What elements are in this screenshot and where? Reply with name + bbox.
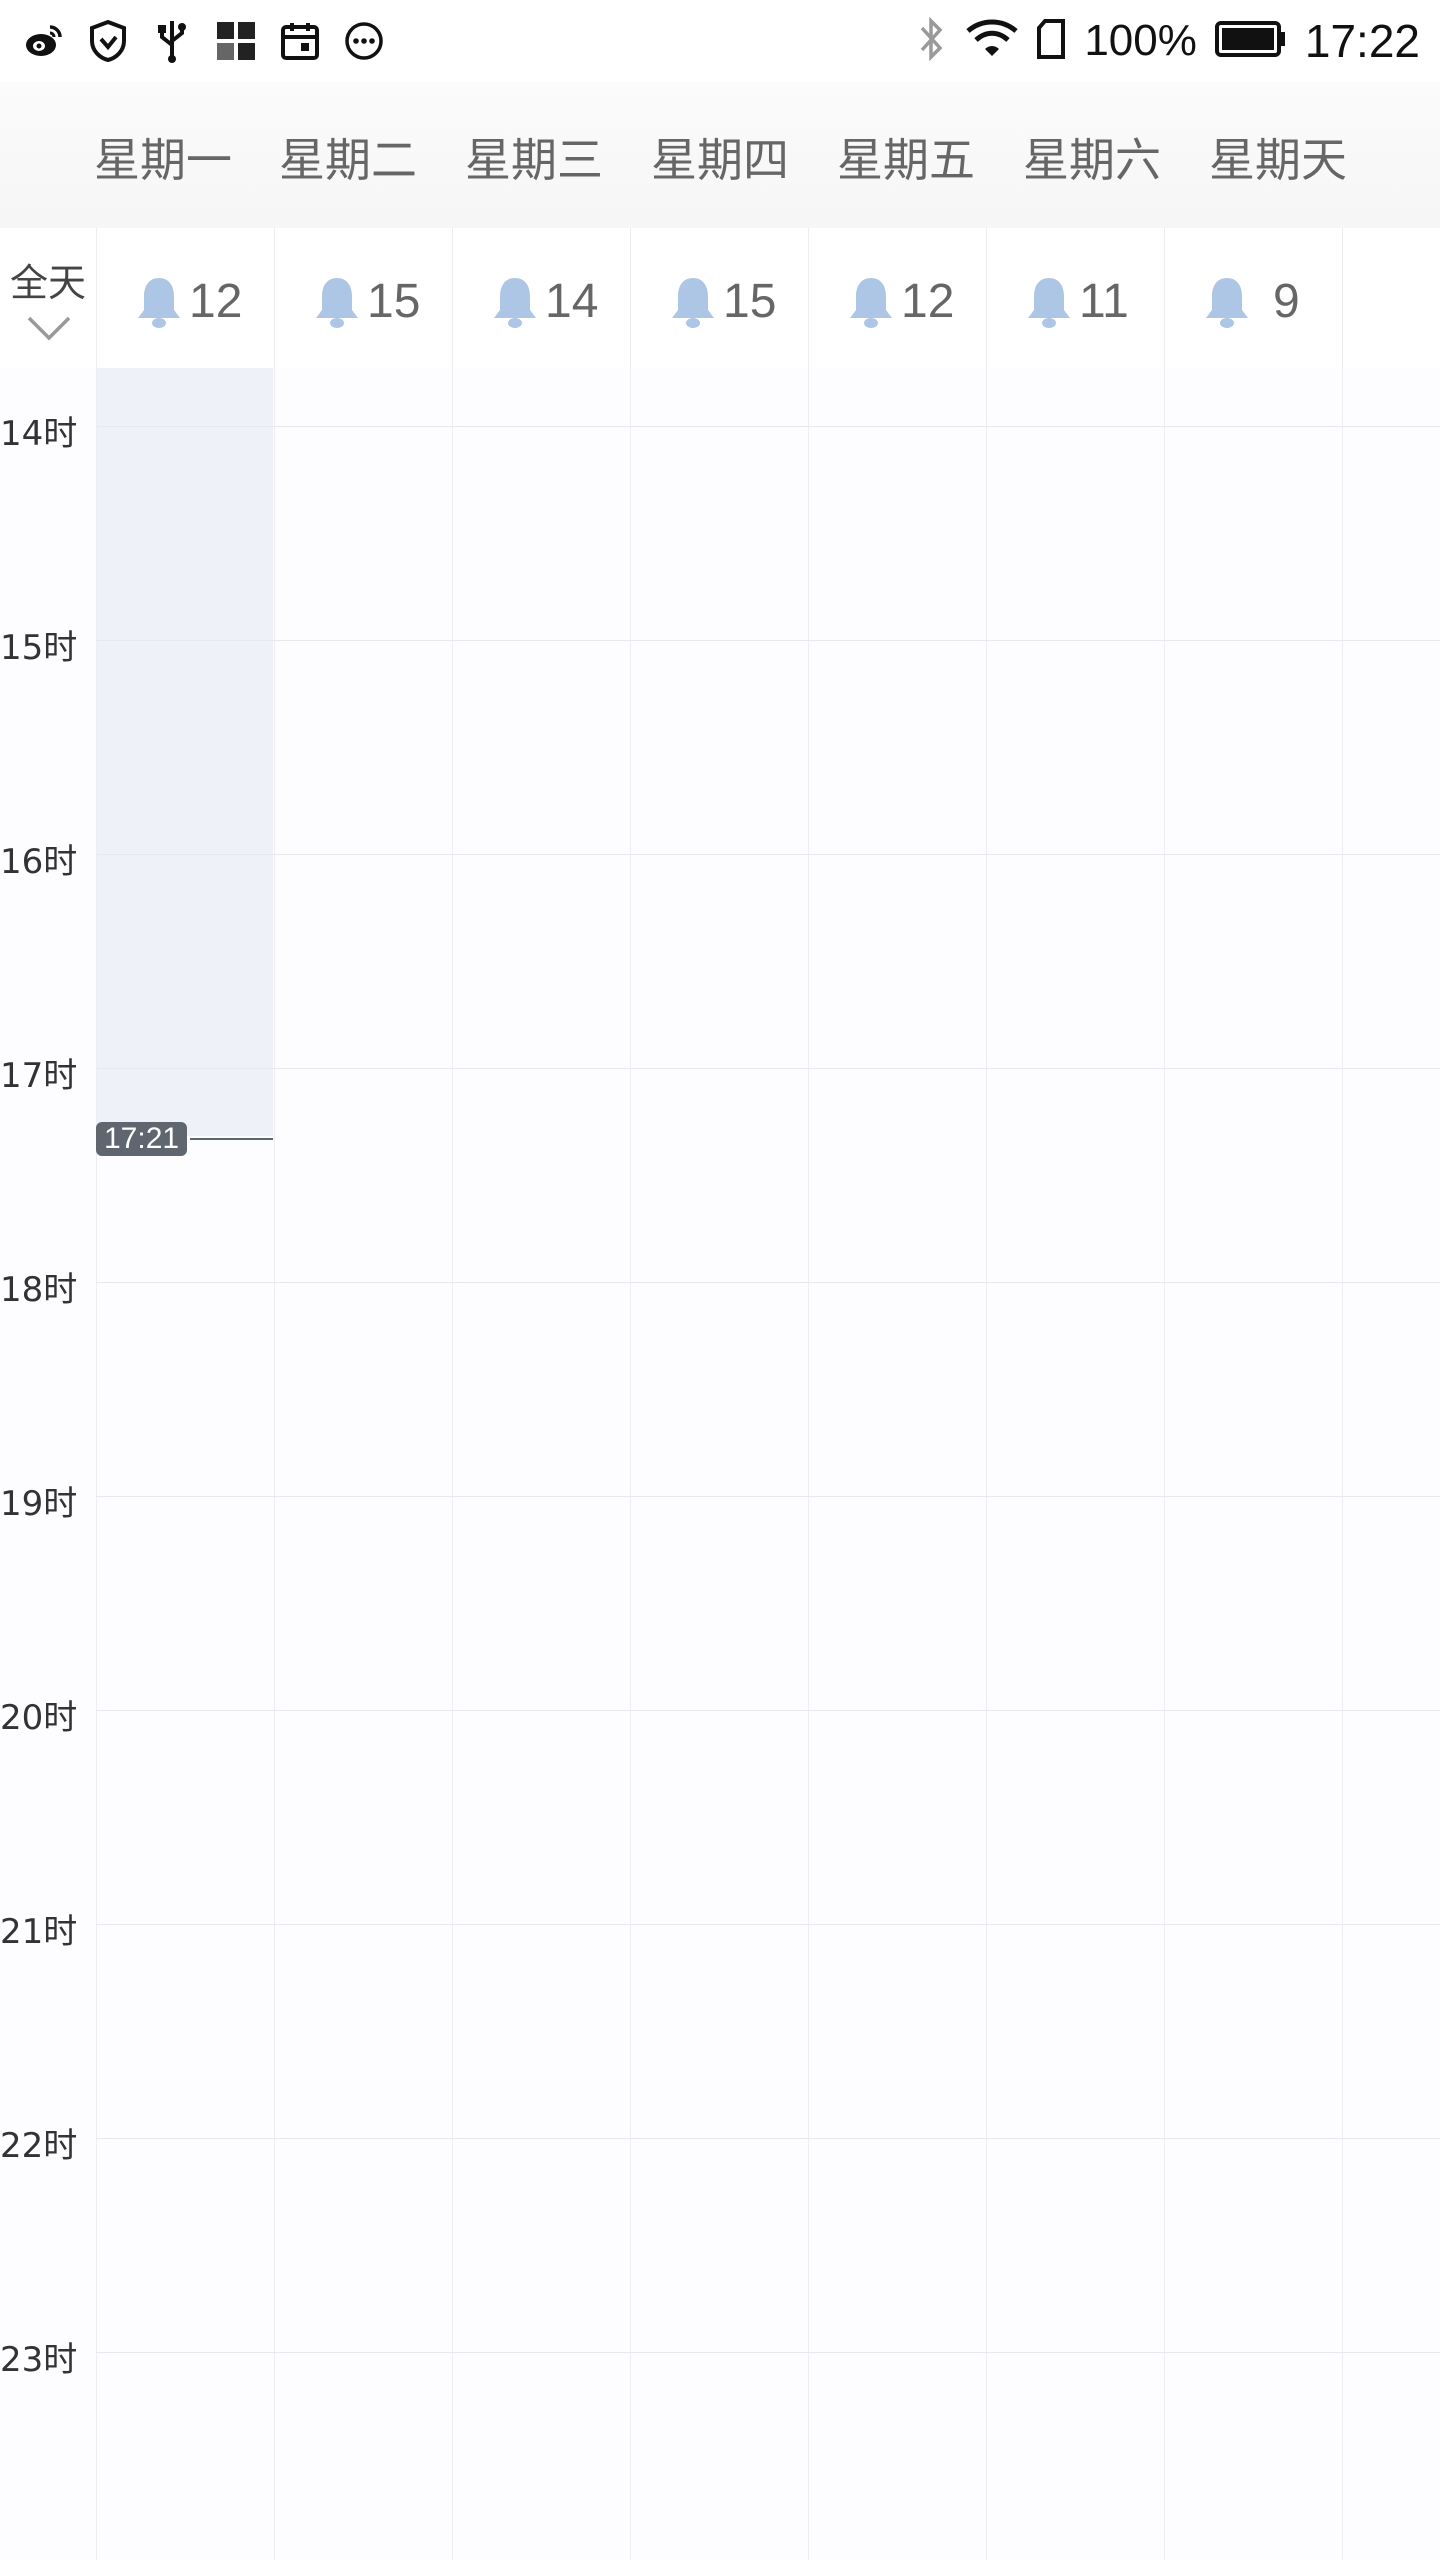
- weibo-icon: [22, 19, 66, 63]
- status-right-icons: 100% 17:22: [914, 10, 1420, 72]
- bell-icon: [847, 274, 895, 330]
- hour-line: [96, 426, 1440, 427]
- bell-icon: [1025, 274, 1073, 330]
- reminder-count: 9: [1273, 275, 1300, 328]
- weekday-label[interactable]: 星期二: [279, 133, 417, 187]
- day-reminder-count[interactable]: 15: [274, 228, 453, 368]
- weekday-label[interactable]: 星期五: [837, 133, 975, 187]
- current-time-line: [190, 1138, 273, 1140]
- hour-line: [96, 1924, 1440, 1925]
- hour-label: 23时: [0, 2340, 78, 2380]
- hour-line: [96, 640, 1440, 641]
- reminder-count: 12: [901, 275, 955, 328]
- column-divider: [452, 368, 453, 2560]
- reminder-count: 15: [367, 275, 421, 328]
- bell-icon: [669, 274, 717, 330]
- hour-line: [96, 854, 1440, 855]
- weekday-label[interactable]: 星期六: [1023, 133, 1161, 187]
- bell-icon: [313, 274, 361, 330]
- hour-line: [96, 2138, 1440, 2139]
- today-column-highlight: [96, 368, 273, 1136]
- hour-label: 16时: [0, 842, 78, 882]
- day-reminder-count[interactable]: 11: [986, 228, 1165, 368]
- day-reminder-count[interactable]: 12: [808, 228, 987, 368]
- column-divider: [808, 368, 809, 2560]
- all-day-label[interactable]: 全天: [9, 261, 86, 305]
- column-divider: [96, 368, 97, 2560]
- more-icon: [342, 19, 386, 63]
- bell-icon: [491, 274, 539, 330]
- usb-icon: [150, 19, 194, 63]
- hour-line: [96, 2352, 1440, 2353]
- hour-label: 22时: [0, 2126, 78, 2166]
- column-divider: [1342, 368, 1343, 2560]
- reminder-count: 11: [1079, 275, 1129, 328]
- wifi-icon: [966, 19, 1018, 63]
- bell-icon: [1203, 274, 1251, 330]
- hour-line: [96, 1068, 1440, 1069]
- current-time-badge: 17:21: [96, 1122, 188, 1156]
- status-bar: 100% 17:22: [0, 0, 1440, 82]
- battery-percent: 100%: [1084, 16, 1197, 65]
- weekday-label[interactable]: 星期天: [1209, 133, 1347, 187]
- hour-label: 18时: [0, 1270, 78, 1310]
- hour-label: 15时: [0, 628, 78, 668]
- chevron-down-icon[interactable]: [26, 314, 72, 344]
- weekday-label[interactable]: 星期一: [94, 133, 232, 187]
- weekday-label[interactable]: 星期四: [651, 133, 789, 187]
- apps-icon: [214, 19, 258, 63]
- hour-line: [96, 1282, 1440, 1283]
- day-column-edge: [1342, 228, 1440, 368]
- day-reminder-count[interactable]: 9: [1164, 228, 1343, 368]
- calendar-icon: [278, 19, 322, 63]
- status-left-icons: [22, 14, 386, 68]
- column-divider: [630, 368, 631, 2560]
- day-reminder-count[interactable]: 14: [452, 228, 631, 368]
- hour-line: [96, 1710, 1440, 1711]
- reminder-count: 14: [545, 275, 599, 328]
- reminder-count: 12: [189, 275, 243, 328]
- hour-label: 14时: [0, 414, 78, 454]
- shield-icon: [86, 19, 130, 63]
- weekday-header: 星期一 星期二 星期三 星期四 星期五 星期六 星期天: [0, 82, 1440, 228]
- battery-icon: [1214, 20, 1287, 62]
- column-divider: [986, 368, 987, 2560]
- column-divider: [1164, 368, 1165, 2560]
- hour-line: [96, 1496, 1440, 1497]
- day-reminder-count[interactable]: 15: [630, 228, 809, 368]
- day-reminder-count[interactable]: 12: [96, 228, 275, 368]
- bluetooth-icon: [914, 16, 948, 66]
- hour-label: 17时: [0, 1056, 78, 1096]
- sim-icon: [1036, 19, 1066, 63]
- column-divider: [274, 368, 275, 2560]
- hour-label: 19时: [0, 1484, 78, 1524]
- weekday-label[interactable]: 星期三: [465, 133, 603, 187]
- week-time-grid[interactable]: 14时 15时 16时 17时 18时 19时 20时 21时 22时 23时 …: [0, 368, 1440, 2560]
- status-time: 17:22: [1304, 15, 1420, 67]
- bell-icon: [135, 274, 183, 330]
- all-day-row: 全天 12 15 14 15 12 11: [0, 228, 1440, 369]
- hour-label: 21时: [0, 1912, 78, 1952]
- hour-label: 20时: [0, 1698, 78, 1738]
- reminder-count: 15: [723, 275, 777, 328]
